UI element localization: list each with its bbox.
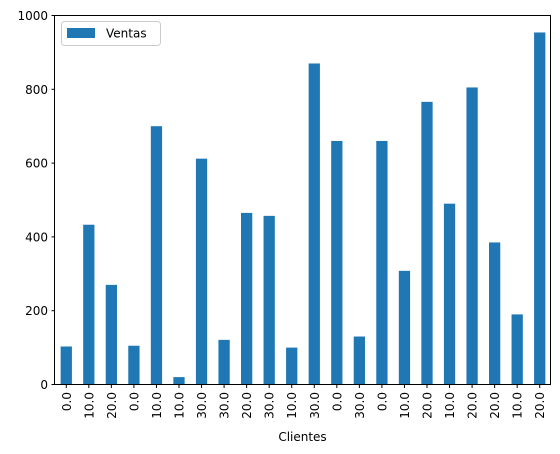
legend-frame: [61, 21, 161, 46]
y-axis: 0 200 400 600 800 1000: [17, 9, 55, 392]
y-tick-label: 200: [25, 304, 48, 318]
bar: [489, 242, 501, 385]
legend: Ventas: [61, 21, 161, 46]
x-tick-label: 20.0: [421, 392, 435, 419]
bar: [60, 346, 72, 385]
x-tick-label: 20.0: [466, 392, 480, 419]
y-tick-label: 1000: [17, 9, 48, 23]
bar: [421, 101, 433, 385]
bar: [218, 339, 230, 385]
bar: [263, 215, 275, 385]
bar: [105, 284, 117, 385]
x-tick-label: 0.0: [330, 392, 344, 411]
y-tick-label: 0: [40, 378, 48, 392]
bar: [308, 63, 320, 385]
bar: [511, 314, 523, 385]
x-tick-label: 30.0: [195, 392, 209, 419]
x-tick-label: 10.0: [398, 392, 412, 419]
x-tick-label: 10.0: [443, 392, 457, 419]
bar: [443, 203, 456, 385]
x-axis-label: Clientes: [278, 430, 326, 444]
x-tick-label: 30.0: [218, 392, 232, 419]
bar: [376, 140, 388, 385]
x-tick-label: 0.0: [375, 392, 389, 411]
bar: [398, 270, 411, 385]
y-tick-label: 400: [25, 230, 48, 244]
y-tick-label: 800: [25, 83, 48, 97]
x-tick-label: 20.0: [533, 392, 547, 419]
bar: [534, 32, 546, 385]
bar: [83, 224, 95, 385]
x-tick-label: 30.0: [353, 392, 367, 419]
x-axis: 0.0 10.0 20.0 0.0 10.0 10.0 30.0 30.0 20.0 30.0 10…: [60, 385, 547, 419]
bar: [128, 345, 140, 385]
x-tick-label: 20.0: [105, 392, 119, 419]
x-tick-label: 30.0: [308, 392, 322, 419]
x-tick-label: 10.0: [173, 392, 187, 419]
bar: [286, 347, 298, 385]
x-tick-label: 10.0: [285, 392, 299, 419]
x-tick-label: 0.0: [60, 392, 74, 411]
bar: [331, 140, 343, 385]
bar: [195, 158, 208, 385]
bar: [353, 336, 365, 385]
plot-frame: [54, 15, 551, 385]
bar: [241, 212, 253, 385]
bars-group: [60, 32, 546, 385]
x-tick-label: 10.0: [511, 392, 525, 419]
x-tick-label: 0.0: [127, 392, 141, 411]
x-tick-label: 30.0: [263, 392, 277, 419]
y-tick-label: 600: [25, 157, 48, 171]
x-tick-label: 10.0: [150, 392, 164, 419]
legend-label: Ventas: [106, 27, 147, 41]
x-tick-label: 10.0: [82, 392, 96, 419]
legend-swatch: [67, 28, 95, 38]
x-tick-label: 20.0: [240, 392, 254, 419]
bar: [150, 126, 163, 385]
bar: [173, 377, 185, 385]
x-tick-label: 20.0: [488, 392, 502, 419]
bar: [466, 87, 478, 385]
